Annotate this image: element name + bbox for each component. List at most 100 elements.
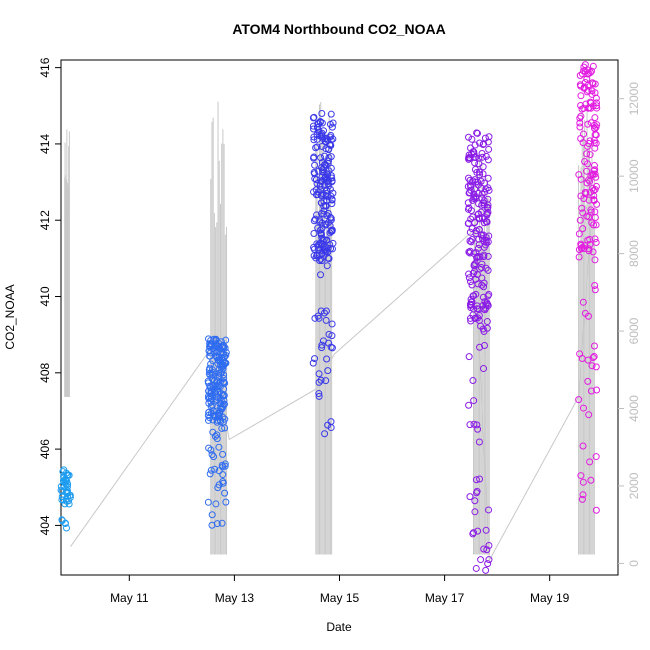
data-point xyxy=(322,307,330,315)
data-point xyxy=(465,274,473,282)
data-point xyxy=(207,336,215,344)
data-point xyxy=(315,120,323,128)
data-point xyxy=(465,270,473,278)
data-point xyxy=(591,286,599,294)
y-axis-label: CO2_NOAA xyxy=(3,284,17,349)
data-point xyxy=(483,318,491,326)
data-point xyxy=(478,153,486,161)
data-point xyxy=(470,420,478,428)
data-point xyxy=(325,182,333,190)
data-point xyxy=(579,442,587,450)
data-point xyxy=(591,235,599,243)
data-point xyxy=(584,160,592,168)
data-point xyxy=(323,197,331,205)
data-point xyxy=(318,164,326,172)
data-point xyxy=(322,377,330,385)
data-point xyxy=(65,500,73,508)
data-point xyxy=(466,228,474,236)
data-point xyxy=(214,410,222,418)
data-point xyxy=(329,189,337,197)
data-point xyxy=(472,564,480,572)
data-point xyxy=(318,341,326,349)
data-point xyxy=(319,168,327,176)
data-point xyxy=(582,188,590,196)
data-point xyxy=(591,89,599,97)
data-point xyxy=(465,204,473,212)
data-point xyxy=(325,339,333,347)
data-point xyxy=(479,141,487,149)
data-point xyxy=(318,110,326,118)
data-point xyxy=(211,432,219,440)
data-point xyxy=(212,393,220,401)
data-point xyxy=(206,382,214,390)
data-point xyxy=(318,344,326,352)
y-tick-label: 416 xyxy=(38,57,52,77)
data-point xyxy=(210,347,218,355)
data-point xyxy=(213,385,221,393)
data-point xyxy=(318,225,326,233)
data-point xyxy=(205,370,213,378)
data-point xyxy=(207,390,215,398)
series-group xyxy=(464,129,493,574)
x-tick-label: May 15 xyxy=(320,591,360,605)
data-point xyxy=(480,283,488,291)
data-point xyxy=(328,320,336,328)
data-point xyxy=(480,545,488,553)
data-point xyxy=(485,541,493,549)
data-point xyxy=(588,362,596,370)
data-point xyxy=(590,121,598,129)
data-point xyxy=(576,119,584,127)
data-point xyxy=(577,175,585,183)
data-point xyxy=(591,131,599,139)
data-point xyxy=(475,317,483,325)
data-point xyxy=(590,342,598,350)
data-point xyxy=(215,481,223,489)
data-point xyxy=(313,252,321,260)
y-tick-label: 408 xyxy=(38,362,52,382)
data-point xyxy=(325,146,333,154)
data-point xyxy=(324,367,332,375)
data-point xyxy=(470,305,478,313)
data-point xyxy=(215,411,223,419)
data-point xyxy=(579,209,587,217)
y2-tick-label: 6000 xyxy=(627,317,641,344)
data-point xyxy=(312,186,320,194)
data-point xyxy=(591,208,599,216)
data-point xyxy=(471,185,479,193)
data-point xyxy=(577,192,585,200)
y2-tick-label: 10000 xyxy=(627,159,641,193)
data-point xyxy=(474,178,482,186)
data-point xyxy=(576,71,584,79)
data-point xyxy=(471,315,479,323)
data-point xyxy=(217,400,225,408)
data-point xyxy=(472,476,480,484)
data-point xyxy=(586,240,594,248)
data-point xyxy=(218,461,226,469)
data-point xyxy=(219,450,227,458)
data-point xyxy=(581,67,589,75)
data-point xyxy=(484,174,492,182)
y-tick-label: 412 xyxy=(38,210,52,230)
data-point xyxy=(591,256,599,264)
data-point xyxy=(319,190,327,198)
data-point xyxy=(584,120,592,128)
data-point xyxy=(589,248,597,256)
data-point xyxy=(473,129,481,137)
data-point xyxy=(478,281,486,289)
data-point xyxy=(478,260,486,268)
data-point xyxy=(584,142,592,150)
data-point xyxy=(587,99,595,107)
data-point xyxy=(477,556,485,564)
plot-area xyxy=(60,59,619,576)
data-point xyxy=(485,290,493,298)
data-point xyxy=(475,438,483,446)
data-point xyxy=(464,183,472,191)
data-point xyxy=(476,475,484,483)
data-point xyxy=(471,497,479,505)
data-point xyxy=(310,125,318,133)
data-point xyxy=(480,342,488,350)
data-point xyxy=(479,301,487,309)
data-point xyxy=(329,239,337,247)
data-point xyxy=(579,298,587,306)
data-point xyxy=(58,487,66,495)
